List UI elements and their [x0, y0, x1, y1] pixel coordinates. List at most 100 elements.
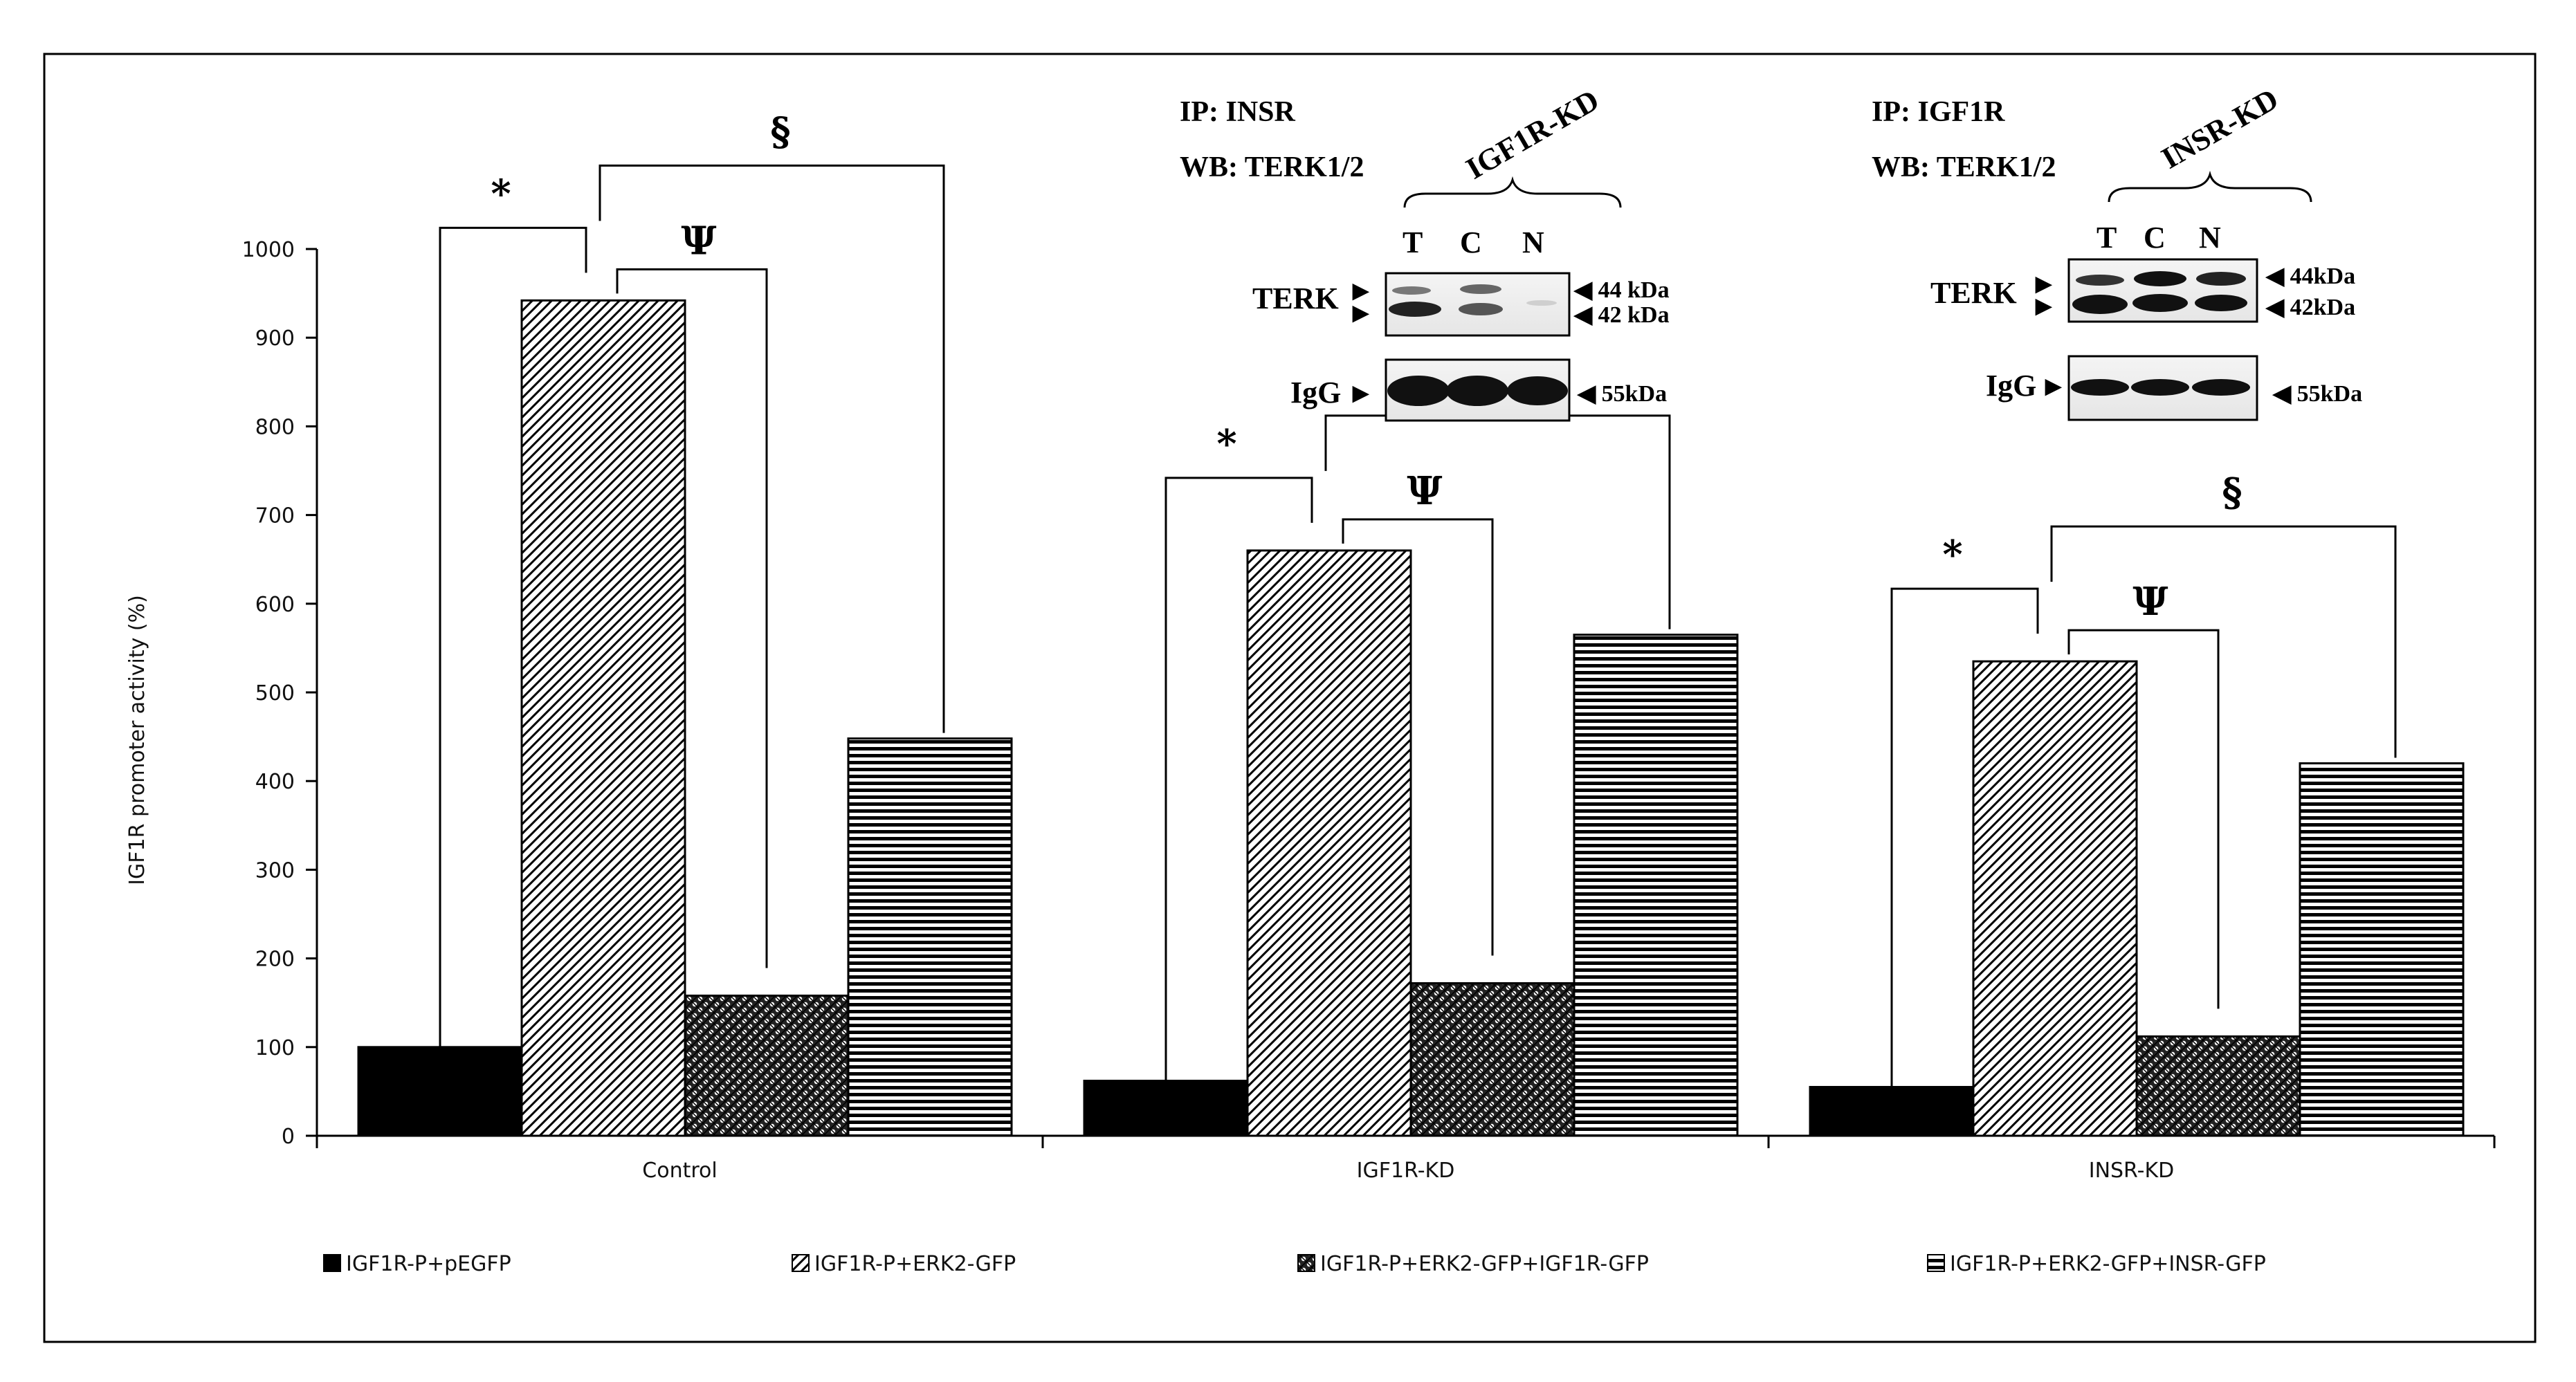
lane-brace — [2108, 170, 2312, 203]
blot-band — [2072, 295, 2128, 314]
bar-diagonal — [1246, 549, 1412, 1137]
bar-checker — [1409, 982, 1575, 1137]
legend-swatch-diagonal — [792, 1254, 810, 1272]
y-tick-label: 200 — [255, 948, 295, 972]
bar-solid — [1083, 1080, 1249, 1137]
blot-band — [1389, 302, 1441, 317]
lane-label-n: N — [2199, 221, 2221, 255]
blot-band — [1392, 286, 1431, 295]
legend-entry: IGF1R-P+pEGFP — [346, 1252, 511, 1276]
significance-star: * — [1216, 421, 1236, 467]
legend-swatch-solid — [323, 1254, 341, 1272]
inset-ip-label: IP: IGF1R — [1872, 96, 2005, 128]
figure-frame — [43, 53, 2537, 1343]
bar-solid — [357, 1046, 523, 1137]
marker-55kda: ◀ 55kDa — [1576, 381, 1667, 407]
blot-band — [1387, 376, 1450, 406]
significance-psi: Ψ — [681, 218, 716, 264]
band-label-terk: TERK — [1930, 276, 2017, 310]
y-tick-label: 1000 — [242, 238, 295, 262]
legend-entry: IGF1R-P+ERK2-GFP+INSR-GFP — [1950, 1252, 2266, 1276]
western-blot-inset-insr-kd: IP: IGF1R WB: TERK1/2 INSR-KD T C N TERK… — [1872, 82, 2362, 421]
bar-horizontal — [847, 737, 1013, 1137]
blot-band — [1507, 376, 1568, 405]
inset-wb-label: WB: TERK1/2 — [1180, 151, 1364, 183]
significance-brackets: *Ψ§*Ψ§*Ψ§ — [439, 109, 2397, 1087]
legend-entry: IGF1R-P+ERK2-GFP — [814, 1252, 1016, 1276]
chart-bars — [357, 299, 2465, 1137]
y-tick-label: 900 — [255, 326, 295, 351]
y-tick-label: 700 — [255, 504, 295, 528]
marker-44kda: ◀ 44 kDa — [1573, 277, 1670, 303]
blot-band — [2132, 294, 2188, 312]
significance-star: * — [1942, 532, 1962, 578]
band-label-igg: IgG — [1986, 369, 2036, 403]
inset-ip-label: IP: INSR — [1180, 96, 1296, 128]
inset-wb-label: WB: TERK1/2 — [1872, 151, 2056, 183]
y-tick-label: 100 — [255, 1036, 295, 1060]
band-arrow-icon: ▶ — [2035, 295, 2053, 317]
significance-section: § — [770, 109, 790, 154]
bracket-psi — [616, 268, 768, 968]
y-tick-label: 800 — [255, 415, 295, 439]
marker-44kda: ◀ 44kDa — [2265, 264, 2355, 289]
bracket-psi — [2067, 629, 2220, 1009]
blot-band — [2076, 275, 2124, 286]
y-tick-label: 300 — [255, 858, 295, 883]
lane-label-n: N — [1522, 225, 1544, 259]
band-arrow-icon: ▶ — [2045, 375, 2063, 398]
blot-band — [2134, 271, 2186, 286]
bar-checker — [684, 994, 850, 1137]
lane-brace — [1403, 176, 1622, 208]
bar-horizontal — [2299, 762, 2465, 1137]
blot-band — [2196, 272, 2246, 286]
chart-legend: IGF1R-P+pEGFP IGF1R-P+ERK2-GFP IGF1R-P+ERK… — [323, 1252, 2266, 1276]
y-tick-label: 500 — [255, 681, 295, 706]
lane-label-t: T — [1403, 225, 1423, 259]
bracket-star — [439, 226, 587, 1047]
legend-swatch-horizontal — [1927, 1254, 1945, 1272]
band-arrow-icon: ▶ — [1352, 382, 1370, 405]
bracket-section — [599, 164, 945, 733]
y-axis-label: IGF1R promoter activity (%) — [125, 595, 149, 885]
inset-condition-label: INSR-KD — [2156, 82, 2284, 175]
legend-entry: IGF1R-P+ERK2-GFP+IGF1R-GFP — [1320, 1252, 1649, 1276]
x-category-label: Control — [642, 1159, 717, 1183]
marker-42kda: ◀ 42 kDa — [1573, 302, 1670, 328]
significance-star: * — [491, 171, 511, 216]
bracket-star — [1164, 477, 1313, 1081]
blot-band — [1446, 376, 1508, 406]
lane-label-t: T — [2097, 221, 2117, 255]
band-arrow-icon: ▶ — [2035, 273, 2053, 295]
y-tick-label: 400 — [255, 770, 295, 794]
x-category-label: IGF1R-KD — [1357, 1159, 1455, 1183]
bar-checker — [2135, 1035, 2301, 1137]
blot-band — [1459, 303, 1503, 315]
x-category-label: INSR-KD — [2089, 1159, 2175, 1183]
band-arrow-icon: ▶ — [1352, 279, 1370, 302]
lane-label-c: C — [2144, 221, 2166, 255]
bar-diagonal — [1972, 660, 2138, 1137]
bar-horizontal — [1573, 634, 1739, 1137]
band-label-igg: IgG — [1290, 376, 1341, 409]
blot-band — [1460, 284, 1501, 294]
bracket-star — [1890, 587, 2039, 1087]
blot-band — [2131, 379, 2189, 396]
legend-swatch-checker — [1297, 1254, 1315, 1272]
bracket-psi — [1342, 518, 1494, 956]
y-tick-label: 0 — [282, 1125, 295, 1149]
western-blot-inset-igf1r-kd: IP: INSR WB: TERK1/2 IGF1R-KD T C N TERK… — [1180, 83, 1670, 422]
blot-band — [2195, 295, 2247, 311]
band-arrow-icon: ▶ — [1352, 302, 1370, 324]
blot-band — [2192, 379, 2250, 396]
significance-psi: Ψ — [1407, 468, 1442, 514]
lane-label-c: C — [1460, 225, 1482, 259]
y-tick-label: 600 — [255, 593, 295, 617]
significance-section: § — [2222, 470, 2242, 515]
significance-psi: Ψ — [2132, 579, 2168, 625]
blot-band — [2071, 379, 2129, 396]
blot-band — [1526, 300, 1557, 306]
band-label-terk: TERK — [1252, 282, 1339, 315]
marker-42kda: ◀ 42kDa — [2265, 295, 2355, 320]
